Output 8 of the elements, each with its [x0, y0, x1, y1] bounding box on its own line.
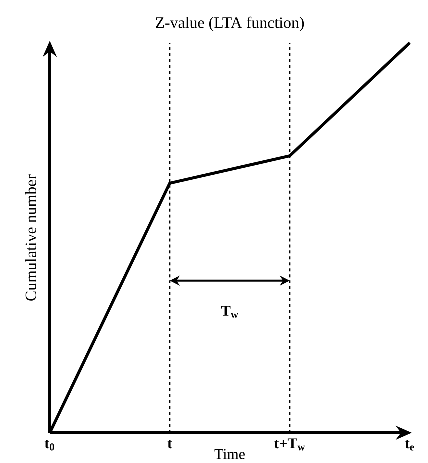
annotation: T$_{w}$	[221, 306, 238, 318]
x-tick-label: t$_{0}$	[44, 440, 54, 451]
y-axis-title: Cumulative number	[25, 174, 37, 301]
x-tick-label: t$_{e}$	[405, 440, 414, 451]
x-axis-title: Time	[214, 449, 245, 460]
chart-title: Z-value (LTA function)	[156, 16, 304, 32]
x-tick-label: t+T$_{w}$	[274, 438, 306, 451]
x-tick-label: t	[168, 440, 172, 449]
